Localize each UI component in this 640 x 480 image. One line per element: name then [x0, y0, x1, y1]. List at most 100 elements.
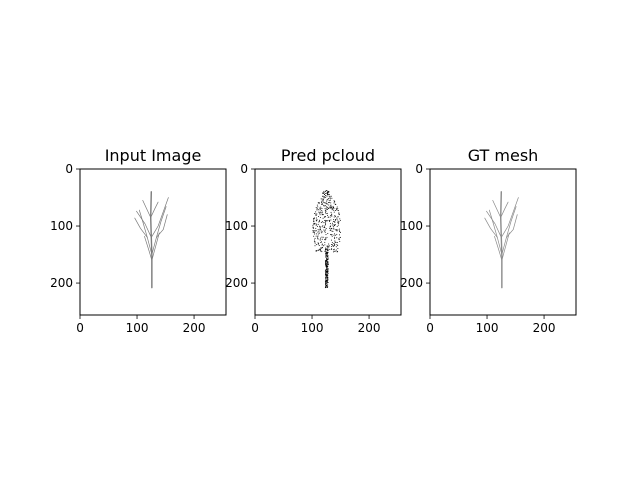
- pcloud-point: [333, 206, 334, 208]
- tree-branch: [156, 214, 168, 238]
- pcloud-point: [331, 206, 333, 208]
- pcloud-point: [336, 218, 338, 220]
- pcloud-point: [320, 208, 322, 210]
- pcloud-point: [333, 248, 335, 250]
- pcloud-point: [322, 201, 324, 203]
- pcloud-point: [312, 225, 314, 227]
- pcloud-point: [318, 249, 320, 251]
- pcloud-point: [319, 220, 321, 222]
- y-tick-label: 100: [225, 219, 248, 233]
- y-tick-label: 100: [400, 219, 423, 233]
- ticks-input-image: 0 100 200 0 100 200: [50, 162, 205, 335]
- pcloud-point: [333, 207, 335, 209]
- tree-branch: [150, 191, 153, 289]
- pcloud-point: [330, 227, 332, 229]
- pcloud-point: [326, 201, 328, 203]
- y-tick-label: 200: [400, 276, 423, 290]
- pcloud-point: [318, 211, 320, 213]
- y-tick-label: 100: [50, 219, 73, 233]
- pcloud-point: [331, 243, 333, 245]
- pcloud-point: [325, 234, 327, 236]
- pcloud-point: [337, 224, 339, 226]
- pcloud-point: [325, 238, 327, 240]
- pcloud-point: [315, 223, 317, 225]
- panel-input-image: Input Image 0 100 200 0 100 200: [50, 146, 227, 335]
- pcloud-point: [319, 212, 321, 214]
- pcloud-point: [327, 284, 329, 286]
- pcloud-point: [322, 203, 324, 205]
- pcloud-point: [330, 205, 332, 207]
- panel-title: Pred pcloud: [281, 146, 375, 165]
- pcloud-point: [327, 247, 329, 249]
- pcloud-point: [321, 241, 322, 243]
- pcloud-point: [314, 222, 316, 224]
- pcloud-point: [334, 201, 336, 203]
- pcloud-point: [333, 242, 335, 244]
- pcloud-point: [322, 236, 324, 238]
- pcloud-point: [314, 245, 316, 247]
- pcloud-point: [333, 234, 335, 236]
- pcloud-point: [338, 221, 340, 223]
- pcloud-point: [325, 220, 327, 222]
- pcloud-point: [321, 214, 323, 216]
- pcloud-point: [327, 268, 329, 270]
- pcloud-point: [323, 192, 325, 194]
- x-tick-label: 0: [426, 321, 434, 335]
- pcloud-point: [322, 221, 324, 223]
- pcloud-point: [323, 202, 325, 204]
- pcloud-point: [313, 230, 315, 232]
- pcloud-point: [314, 239, 316, 241]
- pcloud-point: [339, 218, 341, 220]
- pcloud-point: [327, 216, 329, 218]
- pcloud-point: [327, 207, 329, 209]
- pcloud-point: [317, 202, 319, 204]
- pcloud-point: [331, 230, 333, 232]
- pcloud-point: [325, 283, 327, 285]
- ticks-pred-pcloud: 0 100 200 0 100 200: [225, 162, 380, 335]
- pcloud-point: [320, 232, 322, 234]
- pcloud-point: [314, 212, 316, 214]
- pcloud-point: [321, 210, 323, 212]
- pcloud-point: [322, 200, 324, 202]
- pcloud-point: [321, 238, 323, 240]
- pcloud-point: [336, 251, 338, 253]
- pcloud-point: [325, 223, 327, 225]
- pcloud-point: [313, 217, 315, 219]
- y-tick-label: 0: [65, 162, 73, 176]
- pcloud-point: [338, 237, 340, 239]
- y-tick-label: 0: [415, 162, 423, 176]
- pcloud-point: [334, 221, 336, 223]
- pcloud-point: [325, 271, 327, 274]
- pcloud-point: [330, 206, 332, 208]
- pcloud-point: [321, 247, 323, 249]
- pcloud-point: [334, 220, 336, 222]
- pcloud-point: [337, 248, 339, 250]
- pcloud-point: [325, 286, 327, 288]
- pcloud-point: [327, 232, 329, 234]
- pcloud-point: [337, 229, 339, 231]
- pcloud-point: [331, 235, 333, 237]
- pcloud-point: [333, 249, 335, 251]
- pcloud-point: [318, 230, 320, 232]
- pcloud-point: [321, 244, 323, 246]
- pcloud-point: [337, 216, 339, 218]
- pcloud-point: [327, 206, 329, 208]
- pcloud-point: [325, 257, 328, 259]
- pcloud-point: [338, 234, 340, 236]
- tree-branch: [486, 210, 502, 238]
- pcloud-point: [321, 231, 323, 233]
- pcloud-point: [325, 262, 327, 264]
- pcloud-point: [331, 215, 333, 217]
- pcloud-point: [317, 229, 319, 231]
- pcloud-point: [335, 203, 337, 205]
- pcloud-point: [315, 233, 317, 235]
- pcloud-point: [314, 230, 316, 232]
- pcloud-point: [324, 220, 326, 222]
- pcloud-point: [321, 200, 323, 202]
- tree-branch: [500, 201, 509, 218]
- pcloud-point: [316, 207, 318, 209]
- pcloud-point: [330, 219, 332, 221]
- pcloud-point: [329, 197, 331, 199]
- pcloud-point: [336, 237, 338, 239]
- pcloud-point: [317, 223, 319, 225]
